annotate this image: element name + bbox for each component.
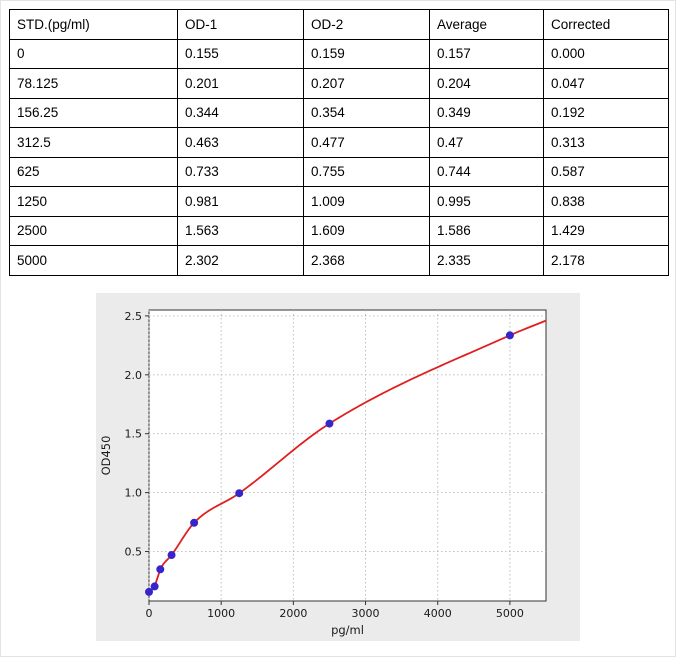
table-cell: 0.981 — [177, 186, 304, 217]
table-cell: 156.25 — [9, 97, 178, 128]
x-tick-label: 4000 — [424, 607, 452, 620]
standard-curve-chart: 0 1000 2000 3000 4000 5000 0.5 1.0 1.5 2.0 2.5 pg/m… — [96, 292, 580, 641]
table-cell: 0.204 — [429, 68, 544, 99]
standards-table: STD.(pg/ml) OD-1 OD-2 Average Corrected 0 0.1… — [9, 9, 669, 276]
table-cell: 0.155 — [177, 38, 304, 69]
table-cell: 0.463 — [177, 127, 304, 158]
table-cell: 0.157 — [429, 38, 544, 69]
table-cell: 2.335 — [429, 245, 544, 276]
table-row: 0 0.155 0.159 0.157 0.000 — [9, 38, 669, 69]
y-axis-label: OD450 — [99, 435, 113, 475]
data-point — [190, 518, 199, 527]
x-tick-label: 5000 — [496, 607, 524, 620]
header-cell: OD-2 — [303, 9, 430, 40]
table-cell: 0.344 — [177, 97, 304, 128]
y-tick-label: 1.5 — [125, 427, 143, 440]
data-point — [156, 564, 165, 573]
table-row: 625 0.733 0.755 0.744 0.587 — [9, 156, 669, 187]
y-tick-label: 0.5 — [125, 545, 143, 558]
table-row: 78.125 0.201 0.207 0.204 0.047 — [9, 68, 669, 99]
table-cell: 1.429 — [543, 215, 669, 246]
table-cell: 0 — [9, 38, 178, 69]
data-point — [145, 587, 153, 596]
table-cell: 0.047 — [543, 68, 669, 99]
table-cell: 0.587 — [543, 156, 669, 187]
header-cell: OD-1 — [177, 9, 304, 40]
table-cell: 2.302 — [177, 245, 304, 276]
table-cell: 0.313 — [543, 127, 669, 158]
table-cell: 2.368 — [303, 245, 430, 276]
table-cell: 0.477 — [303, 127, 430, 158]
table-header-row: STD.(pg/ml) OD-1 OD-2 Average Corrected — [9, 9, 669, 40]
table-cell: 0.838 — [543, 186, 669, 217]
table-cell: 625 — [9, 156, 178, 187]
table-cell: 0.207 — [303, 68, 430, 99]
table-row: 2500 1.563 1.609 1.586 1.429 — [9, 215, 669, 246]
table-row: 5000 2.302 2.368 2.335 2.178 — [9, 245, 669, 276]
table-cell: 0.733 — [177, 156, 304, 187]
table-cell: 312.5 — [9, 127, 178, 158]
table-cell: 1.563 — [177, 215, 304, 246]
x-tick-label: 3000 — [352, 607, 380, 620]
table-cell: 1.009 — [303, 186, 430, 217]
table-cell: 0.995 — [429, 186, 544, 217]
fit-curve — [148, 319, 547, 593]
header-cell: Average — [429, 9, 544, 40]
data-point — [325, 419, 334, 428]
table-row: 156.25 0.344 0.354 0.349 0.192 — [9, 97, 669, 128]
table-cell: 1.586 — [429, 215, 544, 246]
table-cell: 0.192 — [543, 97, 669, 128]
table-cell: 78.125 — [9, 68, 178, 99]
data-point — [505, 330, 514, 339]
y-tick-label: 2.5 — [125, 309, 143, 322]
table-cell: 0.159 — [303, 38, 430, 69]
x-tick-label: 2000 — [279, 607, 307, 620]
standards-table-header: STD.(pg/ml) OD-1 OD-2 Average Corrected — [9, 9, 669, 40]
table-cell: 5000 — [9, 245, 178, 276]
table-cell: 2.178 — [543, 245, 669, 276]
table-cell: 1.609 — [303, 215, 430, 246]
table-cell: 0.349 — [429, 97, 544, 128]
data-point — [235, 488, 244, 497]
data-point — [167, 550, 176, 559]
standards-table-body: 0 0.155 0.159 0.157 0.000 78.125 0.201 0.207 0.2… — [9, 38, 669, 276]
data-point — [150, 581, 159, 590]
header-cell: Corrected — [543, 9, 669, 40]
table-cell: 0.000 — [543, 38, 669, 69]
x-tick-label: 0 — [146, 607, 153, 620]
table-row: 1250 0.981 1.009 0.995 0.838 — [9, 186, 669, 217]
table-cell: 0.354 — [303, 97, 430, 128]
table-cell: 0.201 — [177, 68, 304, 99]
standard-curve-svg: 0 1000 2000 3000 4000 5000 0.5 1.0 1.5 2.0 2.5 pg/m… — [96, 292, 580, 641]
plot-area — [148, 309, 547, 601]
table-row: 312.5 0.463 0.477 0.47 0.313 — [9, 127, 669, 158]
table-cell: 1250 — [9, 186, 178, 217]
header-cell: STD.(pg/ml) — [9, 9, 178, 40]
table-cell: 2500 — [9, 215, 178, 246]
table-cell: 0.744 — [429, 156, 544, 187]
table-cell: 0.755 — [303, 156, 430, 187]
x-tick-label: 1000 — [207, 607, 235, 620]
table-cell: 0.47 — [429, 127, 544, 158]
x-axis-label: pg/ml — [331, 623, 364, 637]
y-tick-label: 1.0 — [125, 486, 143, 499]
y-tick-label: 2.0 — [125, 368, 143, 381]
